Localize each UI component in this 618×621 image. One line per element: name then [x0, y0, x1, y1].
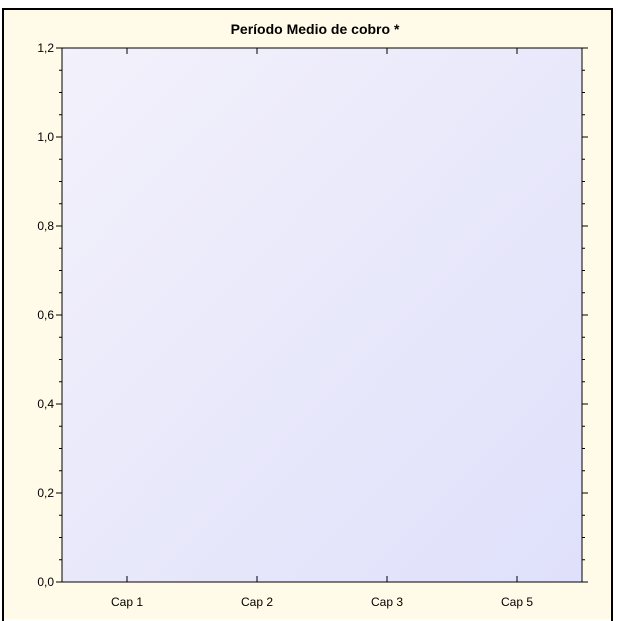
y-axis: 0,0 0,2 0,4 0,6 0,8 1,0 1,2	[37, 41, 588, 589]
y-tick-label: 0,8	[37, 219, 54, 233]
x-tick-label: Cap 3	[371, 595, 403, 609]
y-tick-label: 1,2	[37, 41, 54, 55]
x-tick-label: Cap 5	[501, 595, 533, 609]
x-tick-label: Cap 1	[111, 595, 143, 609]
x-axis: Cap 1 Cap 2 Cap 3 Cap 5	[111, 48, 533, 609]
y-tick-label: 1,0	[37, 130, 54, 144]
y-tick-label: 0,2	[37, 486, 54, 500]
x-tick-label: Cap 2	[241, 595, 273, 609]
chart-title: Período Medio de cobro *	[231, 21, 400, 37]
y-tick-label: 0,6	[37, 308, 54, 322]
y-tick-label: 0,4	[37, 397, 54, 411]
y-tick-label: 0,0	[37, 575, 54, 589]
plot-area	[61, 47, 583, 583]
